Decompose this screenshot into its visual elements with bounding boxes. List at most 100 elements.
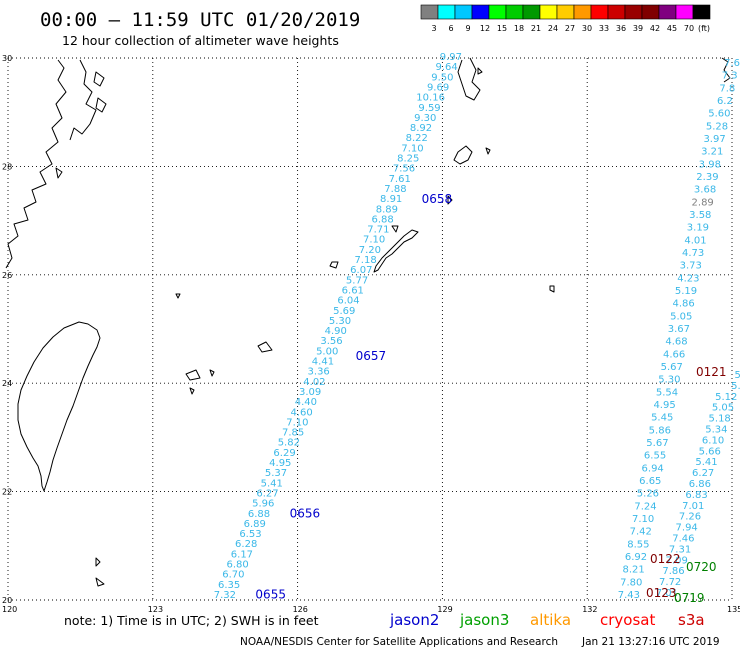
jason3-pass-time: 0719: [674, 591, 705, 605]
swh-value: 4.73: [682, 248, 704, 259]
swh-value: 5.05: [712, 403, 734, 414]
colorbar-label: 30: [582, 24, 592, 33]
lon-tick-label: 132: [582, 605, 597, 614]
swh-value: 6.29: [273, 448, 295, 459]
miyako-island: [257, 341, 273, 353]
swh-value: 6.61: [342, 285, 364, 296]
ishigaki-island: [185, 369, 201, 381]
colorbar-label: 39: [633, 24, 643, 33]
footer-timestamp: Jan 21 13:27:16 UTC 2019: [581, 636, 720, 648]
satellite-legend-cryosat: cryosat: [600, 611, 655, 629]
lat-tick-label: 20: [2, 596, 12, 605]
swh-value: 5.34: [705, 425, 727, 436]
swh-value: 7.18: [354, 255, 376, 266]
swh-value: 3.56: [320, 336, 342, 347]
colorbar-swatch: [539, 4, 558, 20]
swh-value: 5.60: [708, 109, 730, 120]
swh-value: 6.89: [244, 519, 266, 530]
lon-tick-label: 135: [727, 605, 740, 614]
colorbar-label: 27: [565, 24, 575, 33]
colorbar-label: 18: [514, 24, 524, 33]
colorbar-label: 21: [531, 24, 541, 33]
swh-value: 7.43: [618, 590, 640, 601]
satellite-legend-s3a: s3a: [678, 611, 705, 629]
lon-tick-label: 120: [2, 605, 17, 614]
colorbar-swatch: [641, 4, 660, 20]
swh-value: 7.80: [620, 577, 642, 588]
swh-value: 5.82: [278, 438, 300, 449]
colorbar-legend: 3 6 9 12 15 18 21 24 27 30 33 36 39 42 45 70 (ft): [420, 4, 711, 33]
china-coast-detail: [69, 59, 97, 141]
swh-value: 10.16: [416, 93, 445, 104]
swh-value: 6.04: [337, 296, 359, 307]
swh-value: 3.21: [701, 147, 723, 158]
swh-value: 7.10: [286, 417, 308, 428]
colorbar-swatch: [590, 4, 609, 20]
colorbar-swatch: [624, 4, 643, 20]
swh-value: 7.10: [363, 235, 385, 246]
swh-value: 4.95: [269, 458, 291, 469]
cryosat-pass-time: 0121: [696, 365, 727, 379]
jason3-pass-time: 0720: [686, 560, 717, 574]
colorbar-label: 6: [448, 24, 453, 33]
jason2-pass-time: 0655: [255, 588, 286, 602]
swh-value: 3.68: [694, 185, 716, 196]
colorbar-swatch: [437, 4, 456, 20]
swh-value: 7.56: [393, 164, 415, 175]
colorbar-label: 3: [431, 24, 436, 33]
swh-value: 8.55: [627, 539, 649, 550]
swh-value: 6.35: [218, 580, 240, 591]
colorbar-swatch: [488, 4, 507, 20]
swh-value: 5.: [734, 370, 740, 381]
colorbar-label: 42: [650, 24, 660, 33]
swh-value: 4.40: [295, 397, 317, 408]
altimeter-tracks: 9.979.649.509.6910.169.599.308.928.227.1…: [214, 52, 740, 605]
batanes-island: [95, 577, 105, 587]
colorbar-swatch: [573, 4, 592, 20]
colorbar-swatch: [522, 4, 541, 20]
swh-value: 5.00: [316, 346, 338, 357]
swh-value: 7.6: [724, 58, 740, 69]
coastlines: [5, 57, 731, 587]
swh-value: 5.05: [670, 311, 692, 322]
island: [721, 57, 731, 83]
colorbar-swatch: [675, 4, 694, 20]
island: [209, 369, 215, 377]
swh-value: 7.24: [634, 501, 656, 512]
swh-value: 6.88: [372, 214, 394, 225]
swh-value: 9.59: [418, 103, 440, 114]
swh-value: 5.54: [656, 387, 678, 398]
china-coastline: [5, 59, 67, 269]
swh-value: 3.73: [680, 261, 702, 272]
swh-value: 5.41: [695, 457, 717, 468]
swh-value: 6.83: [685, 490, 707, 501]
map-title: 00:00 – 11:59 UTC 01/20/2019: [40, 9, 360, 31]
kyushu-coastline: [457, 57, 481, 101]
jason2-pass-time: 0658: [422, 192, 453, 206]
swh-value: 7.32: [214, 590, 236, 601]
swh-value: 5.69: [333, 306, 355, 317]
island: [477, 67, 483, 75]
colorbar-swatch: [556, 4, 575, 20]
swh-value: 5.18: [709, 414, 731, 425]
swh-value: 6.92: [625, 552, 647, 563]
swh-value: 5.41: [261, 478, 283, 489]
swh-value: 7.20: [359, 245, 381, 256]
swh-value: 2.39: [696, 172, 718, 183]
okinawa-coastline: [373, 229, 419, 273]
island: [485, 147, 491, 155]
swh-value: 5.30: [329, 316, 351, 327]
swh-value: 4.86: [672, 299, 694, 310]
swh-value: 4.41: [312, 357, 334, 368]
swh-value: 5.: [731, 381, 740, 392]
china-island: [55, 167, 63, 179]
swh-value: 3.58: [689, 210, 711, 221]
swh-value: 7.46: [672, 534, 694, 545]
swh-value: 5.37: [265, 468, 287, 479]
cryosat-pass-time: 0122: [650, 552, 681, 566]
taiwan-coastline: [17, 321, 101, 492]
swh-value: 5.96: [252, 499, 274, 510]
swh-value: 6.10: [702, 435, 724, 446]
swh-value: 5.28: [706, 121, 728, 132]
colorbar-swatch: [692, 4, 711, 20]
